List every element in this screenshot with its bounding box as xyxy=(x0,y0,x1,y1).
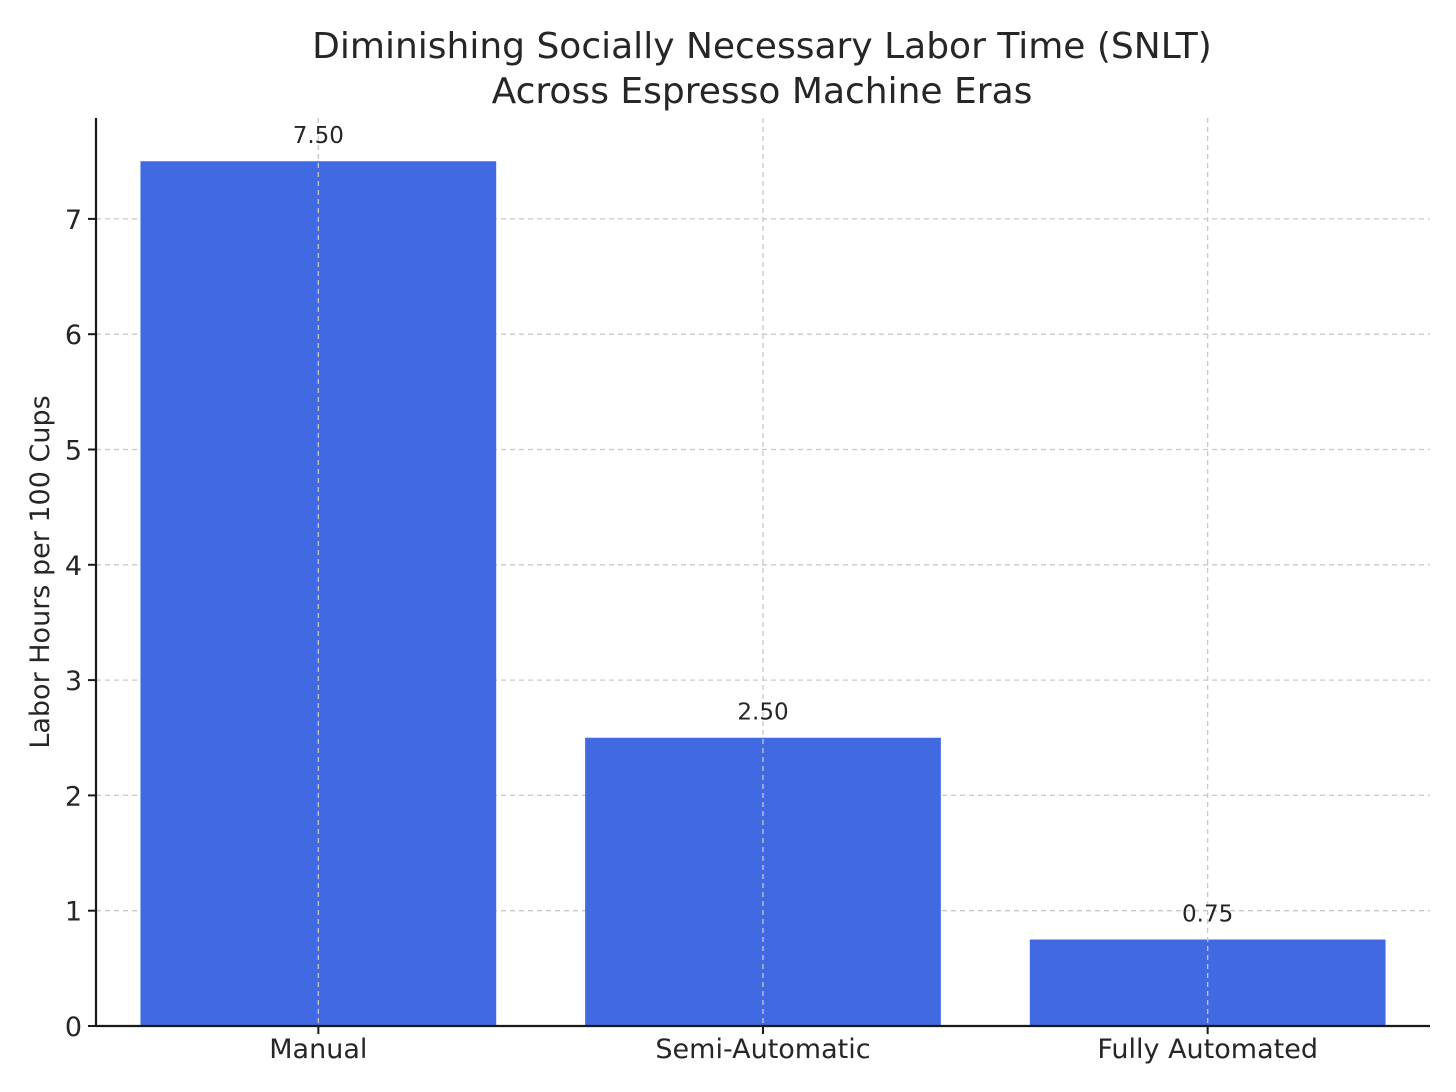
x-axis-ticks: Manual Semi-Automatic Fully Automated xyxy=(269,1026,1318,1065)
y-tick-label: 5 xyxy=(65,435,82,466)
data-label: 2.50 xyxy=(737,700,788,726)
data-labels: 7.50 2.50 0.75 xyxy=(293,123,1234,927)
y-axis-ticks: 0 1 2 3 4 5 6 7 xyxy=(65,205,96,1043)
y-tick-label: 2 xyxy=(65,781,82,812)
y-tick-label: 4 xyxy=(65,551,82,582)
y-tick-label: 6 xyxy=(65,320,82,351)
y-tick-label: 7 xyxy=(65,205,82,236)
y-tick-label: 1 xyxy=(65,897,82,928)
x-tick-label: Manual xyxy=(269,1034,367,1065)
y-tick-label: 3 xyxy=(65,666,82,697)
bars xyxy=(140,118,1386,1026)
data-label: 7.50 xyxy=(293,123,344,149)
y-axis-label: Labor Hours per 100 Cups xyxy=(25,395,56,748)
chart-title-line-2: Across Espresso Machine Eras xyxy=(492,71,1033,112)
data-label: 0.75 xyxy=(1182,902,1233,928)
y-tick-label: 0 xyxy=(65,1012,82,1043)
x-tick-label: Fully Automated xyxy=(1097,1034,1318,1065)
x-tick-label: Semi-Automatic xyxy=(655,1034,870,1065)
bar-manual xyxy=(140,161,497,1026)
chart-title-line-1: Diminishing Socially Necessary Labor Tim… xyxy=(312,26,1212,67)
